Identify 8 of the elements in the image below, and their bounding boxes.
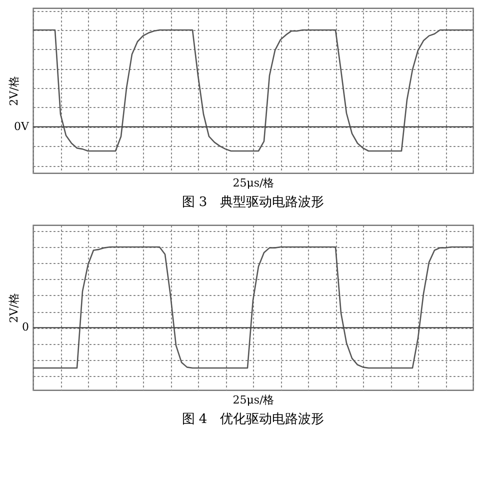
y-axis-title: 2V/格 [8,76,20,106]
text: 图 4 优化驱动电路波形 [182,412,324,427]
y-axis-title: 2V/格 [8,293,20,323]
text: 图 3 典型驱动电路波形 [182,195,324,210]
ref-line-label: 0 [22,320,29,334]
ref-line-label: 0V [14,120,30,133]
x-axis-title: 25μs/格 [232,176,274,190]
x-axis-title: 25μs/格 [232,394,274,406]
